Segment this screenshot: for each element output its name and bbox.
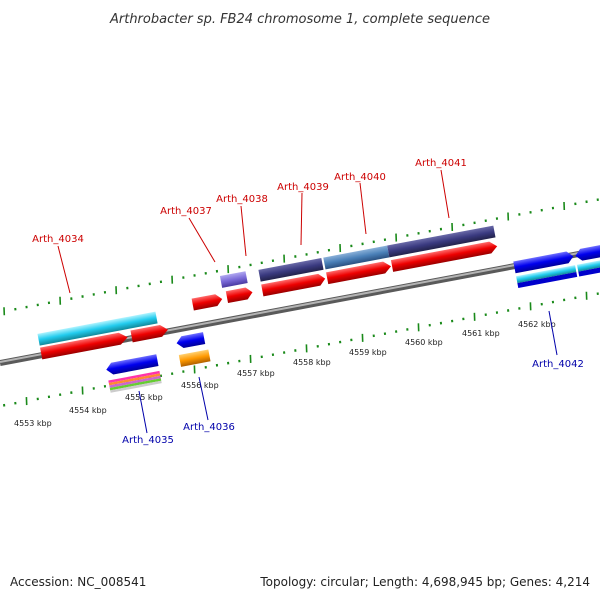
kbp-label: 4554 kbp bbox=[69, 406, 107, 415]
gene-features bbox=[37, 225, 600, 393]
feature-red-4041[interactable] bbox=[390, 240, 498, 272]
top-tick-track bbox=[3, 198, 599, 316]
kbp-label: 4561 kbp bbox=[462, 329, 500, 338]
gene-label-arth-4040[interactable]: Arth_4040 bbox=[334, 172, 386, 183]
feature-navy-4039[interactable] bbox=[258, 257, 324, 282]
feature-navy-4041[interactable] bbox=[387, 225, 496, 258]
gene-label-arth-4037[interactable]: Arth_4037 bbox=[160, 206, 212, 217]
gene-label-arth-4034[interactable]: Arth_4034 bbox=[32, 234, 84, 245]
feature-violet-4038[interactable] bbox=[219, 271, 248, 288]
kbp-label: 4557 kbp bbox=[237, 369, 275, 378]
top-gene-labels: Arth_4034 Arth_4037 Arth_4038 Arth_4039 … bbox=[32, 158, 467, 245]
feature-red-4038[interactable] bbox=[225, 286, 254, 304]
feature-orange-4036[interactable] bbox=[178, 349, 211, 367]
kbp-label: 4555 kbp bbox=[125, 393, 163, 402]
kbp-scale-labels: 4553 kbp 4554 kbp 4555 kbp 4556 kbp 4557… bbox=[14, 320, 556, 428]
kbp-label: 4553 kbp bbox=[14, 419, 52, 428]
feature-arth-4034-red[interactable] bbox=[40, 331, 129, 360]
feature-stack-4035[interactable] bbox=[108, 370, 162, 393]
top-leader-lines bbox=[57, 169, 450, 294]
feature-red-small-left[interactable] bbox=[130, 324, 169, 343]
feature-red-4037[interactable] bbox=[191, 293, 224, 311]
feature-blue-4042b[interactable] bbox=[574, 242, 600, 262]
gene-label-arth-4038[interactable]: Arth_4038 bbox=[216, 194, 268, 205]
kbp-label: 4558 kbp bbox=[293, 358, 331, 367]
feature-blue-4035[interactable] bbox=[105, 354, 159, 375]
accession-text: Accession: NC_008541 bbox=[10, 575, 146, 589]
gene-label-arth-4042[interactable]: Arth_4042 bbox=[532, 359, 584, 370]
bottom-leader-lines bbox=[138, 310, 558, 434]
feature-red-4040[interactable] bbox=[326, 260, 392, 285]
gene-label-arth-4039[interactable]: Arth_4039 bbox=[277, 182, 329, 193]
kbp-label: 4556 kbp bbox=[181, 381, 219, 390]
feature-steel-4040[interactable] bbox=[323, 245, 390, 270]
bottom-gene-labels: Arth_4035 Arth_4036 Arth_4042 bbox=[122, 359, 584, 446]
kbp-label: 4559 kbp bbox=[349, 348, 387, 357]
feature-red-4039[interactable] bbox=[261, 273, 326, 297]
feature-blue-4036[interactable] bbox=[175, 332, 206, 349]
gene-label-arth-4036[interactable]: Arth_4036 bbox=[183, 422, 235, 433]
topology-text: Topology: circular; Length: 4,698,945 bp… bbox=[259, 575, 590, 589]
kbp-label: 4560 kbp bbox=[405, 338, 443, 347]
gene-label-arth-4041[interactable]: Arth_4041 bbox=[415, 158, 467, 169]
gene-label-arth-4035[interactable]: Arth_4035 bbox=[122, 435, 174, 446]
feature-arth-4034[interactable] bbox=[37, 311, 158, 346]
feature-cyan-4042[interactable] bbox=[516, 257, 600, 289]
map-title: Arthrobacter sp. FB24 chromosome 1, comp… bbox=[109, 12, 490, 27]
feature-blue-4042[interactable] bbox=[513, 250, 574, 274]
kbp-label: 4562 kbp bbox=[518, 320, 556, 329]
